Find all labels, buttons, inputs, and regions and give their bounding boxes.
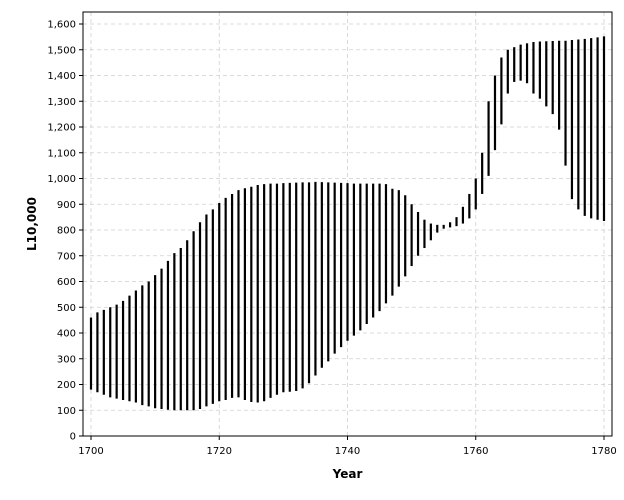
x-tick-label: 1760 — [463, 446, 488, 457]
y-tick-label: 400 — [57, 329, 76, 340]
y-tick-label: 1,000 — [47, 174, 76, 185]
y-tick-label: 200 — [57, 380, 76, 391]
y-tick-label: 300 — [57, 354, 76, 365]
y-tick-label: 600 — [57, 277, 76, 288]
y-tick-label: 1,200 — [47, 123, 76, 134]
x-axis: 1700 1720 1740 1760 1780 — [78, 436, 617, 457]
y-tick-label: 100 — [57, 406, 76, 417]
x-axis-title: Year — [332, 467, 363, 481]
y-tick-label: 0 — [70, 432, 76, 443]
y-tick-label: 1,100 — [47, 148, 76, 159]
x-tick-label: 1780 — [591, 446, 616, 457]
x-tick-label: 1740 — [335, 446, 360, 457]
range-lines — [89, 36, 606, 411]
y-axis: 0 100 200 300 400 500 600 700 800 900 1,000 1,100 1,… — [47, 20, 83, 443]
y-tick-label: 1,400 — [47, 71, 76, 82]
y-tick-label: 900 — [57, 200, 76, 211]
y-tick-label: 1,300 — [47, 97, 76, 108]
y-tick-label: 800 — [57, 226, 76, 237]
x-tick-label: 1720 — [207, 446, 232, 457]
y-tick-label: 500 — [57, 303, 76, 314]
y-axis-title: L10,000 — [25, 197, 39, 251]
x-tick-label: 1700 — [78, 446, 103, 457]
y-tick-label: 1,500 — [47, 45, 76, 56]
y-tick-label: 1,600 — [47, 20, 76, 31]
y-tick-label: 700 — [57, 251, 76, 262]
